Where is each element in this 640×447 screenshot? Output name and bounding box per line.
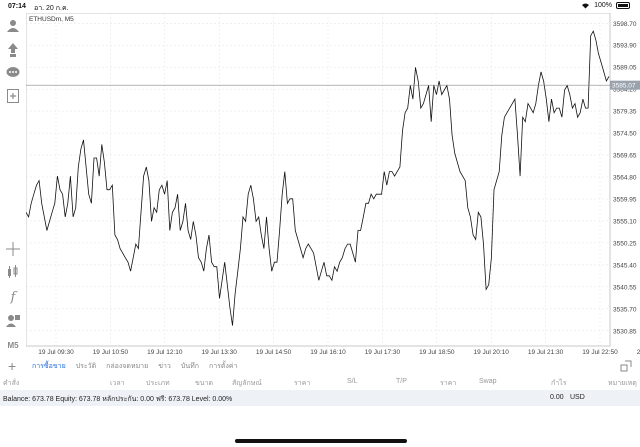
- tab-bar: การซื้อขาย ประวัติ กล่องจดหมาย ข่าว บันทึก กา…: [32, 361, 237, 372]
- home-indicator: [235, 439, 407, 443]
- chart-toolbar: f M5: [0, 13, 26, 358]
- x-tick-label: 20 Jul 00:10: [637, 349, 640, 356]
- x-tick-label: 19 Jul 13:30: [201, 349, 237, 356]
- column-header: ประเภท: [146, 380, 170, 387]
- crosshair-icon[interactable]: [5, 241, 21, 257]
- status-date: อา. 20 ก.ค.: [34, 5, 69, 12]
- balance-row: Balance: 673.78 Equity: 673.78 หลักประกั…: [0, 390, 640, 406]
- column-header: Swap: [479, 378, 497, 385]
- column-header: S/L: [347, 378, 358, 385]
- wifi-icon: [582, 3, 590, 9]
- y-tick-label: 3535.70: [613, 306, 637, 313]
- y-tick-label: 3598.70: [613, 21, 637, 28]
- battery-percent: 100%: [594, 2, 612, 9]
- bid-price-label: 3585.07: [612, 82, 636, 89]
- y-tick-label: 3584.20: [613, 87, 637, 94]
- candles-icon[interactable]: [5, 264, 21, 280]
- layout-icon[interactable]: [620, 360, 632, 372]
- timeframe-button[interactable]: M5: [5, 337, 21, 353]
- bottom-tabs: + การซื้อขาย ประวัติ กล่องจดหมาย ข่าว บันทึก…: [0, 358, 640, 374]
- y-tick-label: 3550.25: [613, 240, 637, 247]
- x-tick-label: 19 Jul 20:10: [473, 349, 509, 356]
- y-tick-label: 3530.85: [613, 328, 637, 335]
- chart-title: ETHUSDm, M5: [29, 16, 74, 23]
- add-icon[interactable]: +: [8, 358, 17, 374]
- x-tick-label: 19 Jul 18:50: [419, 349, 455, 356]
- plot-frame: [25, 12, 611, 347]
- column-header: ราคา: [294, 380, 311, 387]
- balance-summary: Balance: 673.78 Equity: 673.78 หลักประกั…: [3, 396, 233, 403]
- chat-icon[interactable]: [5, 65, 21, 81]
- y-tick-label: 3579.35: [613, 109, 637, 116]
- tab-1[interactable]: ประวัติ: [75, 363, 97, 370]
- x-tick-label: 19 Jul 14:50: [256, 349, 292, 356]
- y-axis: 3598.70 3593.90 3589.05 3584.20 3579.35 3574.…: [613, 21, 637, 335]
- y-tick-label: 3540.55: [613, 284, 637, 291]
- balance-currency: USD: [570, 394, 585, 401]
- trade-arrow-icon[interactable]: [5, 42, 21, 58]
- column-header: เวลา: [110, 380, 125, 387]
- y-tick-label: 3564.80: [613, 175, 637, 182]
- x-tick-label: 19 Jul 21:30: [528, 349, 564, 356]
- y-tick-label: 3559.95: [613, 196, 637, 203]
- status-right: 100%: [581, 2, 630, 9]
- y-tick-label: 3574.50: [613, 131, 637, 138]
- x-tick-label: 19 Jul 16:10: [310, 349, 346, 356]
- tab-3[interactable]: ข่าว: [158, 363, 171, 370]
- tab-2[interactable]: กล่องจดหมาย: [106, 363, 149, 370]
- price-chart[interactable]: 3598.70 3593.90 3589.05 3584.20 3579.35 3574.…: [25, 12, 640, 358]
- x-tick-label: 19 Jul 10:50: [93, 349, 129, 356]
- tab-5[interactable]: การตั้งค่า: [208, 363, 238, 370]
- indicators-icon[interactable]: f: [10, 289, 16, 305]
- tab-4[interactable]: บันทึก: [180, 363, 199, 370]
- column-header: หมายเหตุ: [608, 380, 637, 387]
- x-tick-label: 19 Jul 12:10: [147, 349, 183, 356]
- y-tick-label: 3593.90: [613, 43, 637, 50]
- balance-profit: 0.00: [550, 394, 564, 401]
- x-tick-label: 19 Jul 17:30: [365, 349, 401, 356]
- column-header: ขนาด: [195, 380, 214, 387]
- new-order-icon[interactable]: [5, 88, 21, 104]
- x-axis: 19 Jul 09:30 19 Jul 10:50 19 Jul 12:10 19 J…: [38, 349, 640, 356]
- tab-0[interactable]: การซื้อขาย: [32, 363, 66, 370]
- column-header: คำสั่ง: [3, 380, 20, 387]
- status-time: 07:14: [8, 3, 26, 10]
- status-bar: 07:14 อา. 20 ก.ค. 100%: [0, 0, 640, 13]
- column-header: ราคา: [440, 380, 457, 387]
- timeframe-label: M5: [7, 340, 19, 350]
- grid: [26, 13, 610, 346]
- column-header: กำไร: [551, 380, 567, 387]
- battery-icon: [616, 2, 630, 9]
- y-tick-label: 3569.65: [613, 153, 637, 160]
- y-tick-label: 3555.10: [613, 218, 637, 225]
- trade-table-header: คำสั่ง เวลา ประเภท ขนาด สัญลักษณ์ ราคา S/L T/P ร…: [0, 374, 640, 390]
- y-tick-label: 3545.40: [613, 262, 637, 269]
- price-chart-svg: 3598.70 3593.90 3589.05 3584.20 3579.35 3574.…: [25, 12, 640, 356]
- column-header: T/P: [396, 378, 407, 385]
- x-tick-label: 19 Jul 09:30: [38, 349, 74, 356]
- column-header: สัญลักษณ์: [232, 380, 262, 387]
- account-icon[interactable]: [5, 17, 21, 33]
- price-line: [25, 30, 610, 326]
- x-tick-label: 19 Jul 22:50: [582, 349, 618, 356]
- y-tick-label: 3589.05: [613, 65, 637, 72]
- objects-icon[interactable]: [5, 312, 21, 328]
- bid-price-box: [610, 80, 640, 90]
